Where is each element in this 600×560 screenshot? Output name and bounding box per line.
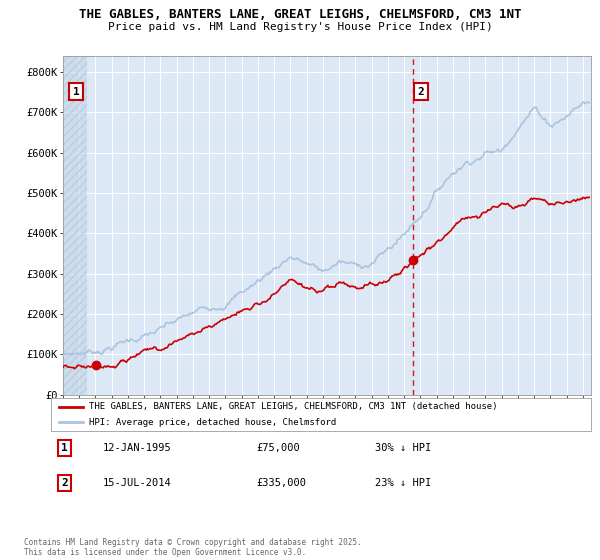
Text: Price paid vs. HM Land Registry's House Price Index (HPI): Price paid vs. HM Land Registry's House … (107, 22, 493, 32)
Text: 15-JUL-2014: 15-JUL-2014 (103, 478, 171, 488)
Text: 23% ↓ HPI: 23% ↓ HPI (375, 478, 431, 488)
Text: 2: 2 (418, 87, 424, 96)
Text: £335,000: £335,000 (256, 478, 306, 488)
Text: 1: 1 (73, 87, 80, 96)
Text: £75,000: £75,000 (256, 443, 300, 453)
Text: 1: 1 (61, 443, 68, 453)
Text: Contains HM Land Registry data © Crown copyright and database right 2025.
This d: Contains HM Land Registry data © Crown c… (24, 538, 362, 557)
Text: 2: 2 (61, 478, 68, 488)
Text: THE GABLES, BANTERS LANE, GREAT LEIGHS, CHELMSFORD, CM3 1NT: THE GABLES, BANTERS LANE, GREAT LEIGHS, … (79, 8, 521, 21)
Text: 30% ↓ HPI: 30% ↓ HPI (375, 443, 431, 453)
Text: 12-JAN-1995: 12-JAN-1995 (103, 443, 171, 453)
Text: HPI: Average price, detached house, Chelmsford: HPI: Average price, detached house, Chel… (89, 418, 336, 427)
Bar (63, 56, 88, 395)
Text: THE GABLES, BANTERS LANE, GREAT LEIGHS, CHELMSFORD, CM3 1NT (detached house): THE GABLES, BANTERS LANE, GREAT LEIGHS, … (89, 402, 497, 411)
